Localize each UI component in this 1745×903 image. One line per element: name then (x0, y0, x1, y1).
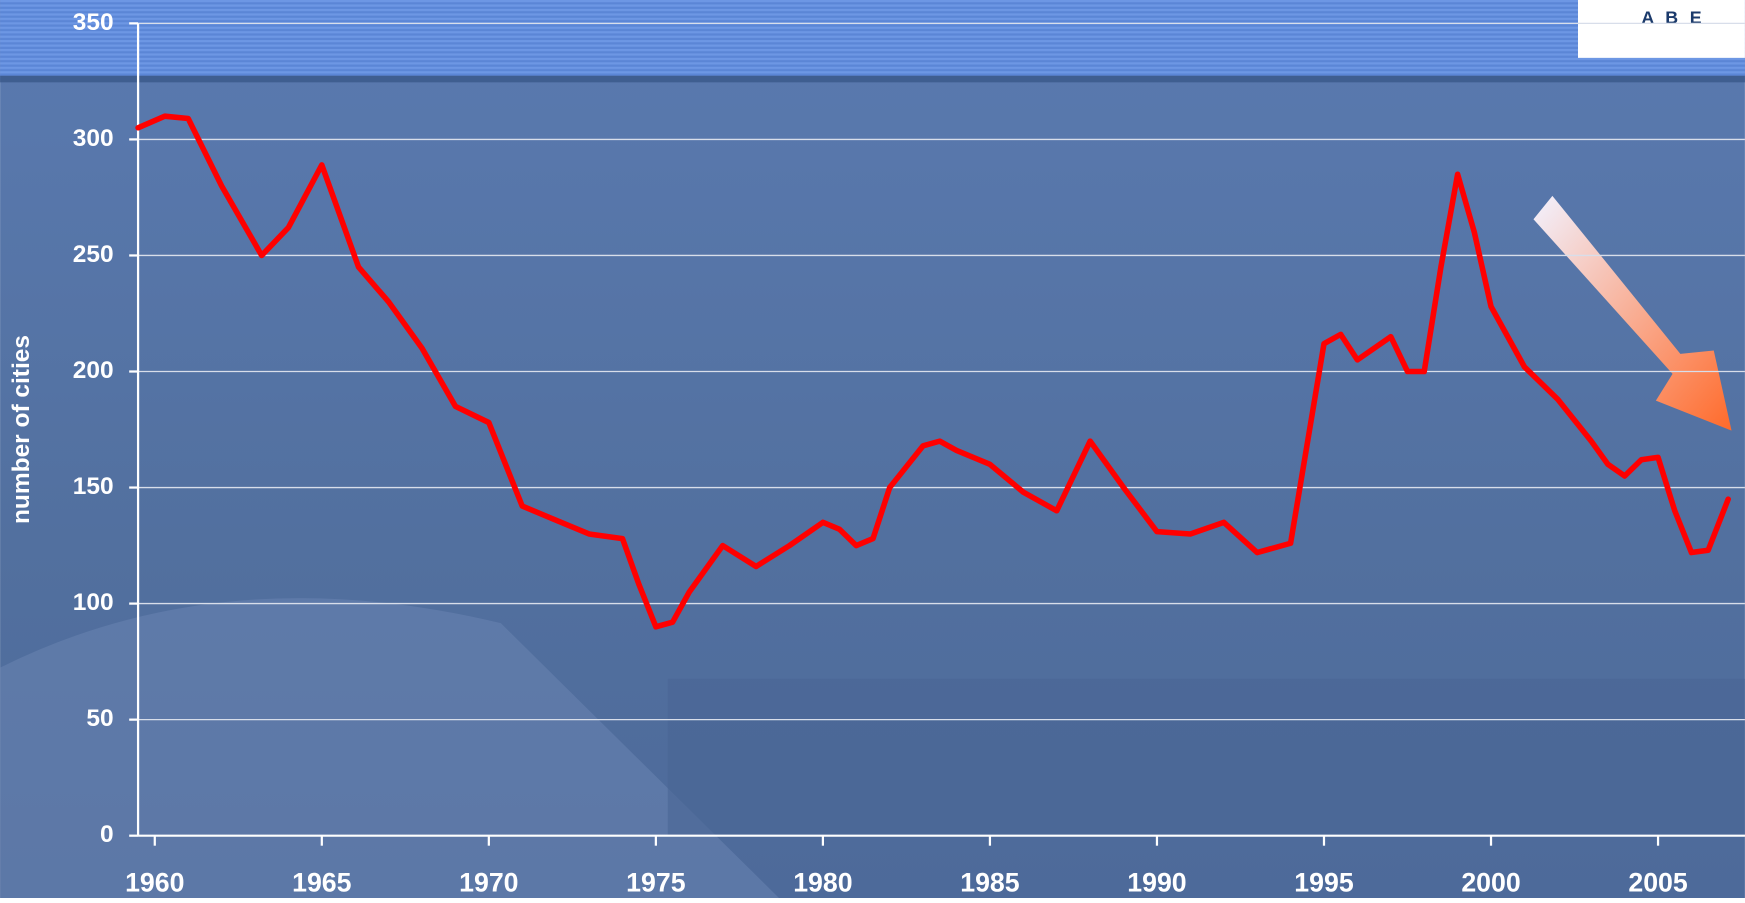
x-tick-label: 1970 (459, 868, 518, 898)
banner-edge (0, 76, 1745, 83)
x-tick-label: 1975 (626, 868, 686, 898)
page: {"logo": "A B E", "chart_data": {"type":… (0, 0, 1745, 898)
banner (0, 0, 1745, 80)
y-axis-label: number of cities (8, 335, 35, 524)
y-tick-label: 350 (73, 9, 114, 36)
y-tick-label: 50 (86, 705, 113, 732)
y-tick-label: 100 (73, 589, 114, 616)
x-tick-label: 1995 (1294, 868, 1354, 898)
x-tick-label: 1960 (125, 868, 184, 898)
x-tick-label: 1980 (793, 868, 852, 898)
terminal-silhouette (668, 679, 1745, 835)
y-tick-label: 200 (73, 357, 114, 384)
logo: A B E (1641, 8, 1705, 28)
x-tick-label: 1990 (1127, 868, 1186, 898)
x-tick-label: 1985 (960, 868, 1020, 898)
y-tick-label: 0 (100, 821, 114, 848)
y-tick-label: 250 (73, 241, 114, 268)
y-tick-label: 300 (73, 125, 114, 152)
x-tick-label: 2000 (1461, 868, 1520, 898)
x-tick-label: 1965 (292, 868, 352, 898)
y-tick-label: 150 (73, 473, 114, 500)
x-tick-label: 2005 (1628, 868, 1688, 898)
chart: A B E number of cities 0 50 100 150 200 250 30… (0, 0, 1745, 898)
